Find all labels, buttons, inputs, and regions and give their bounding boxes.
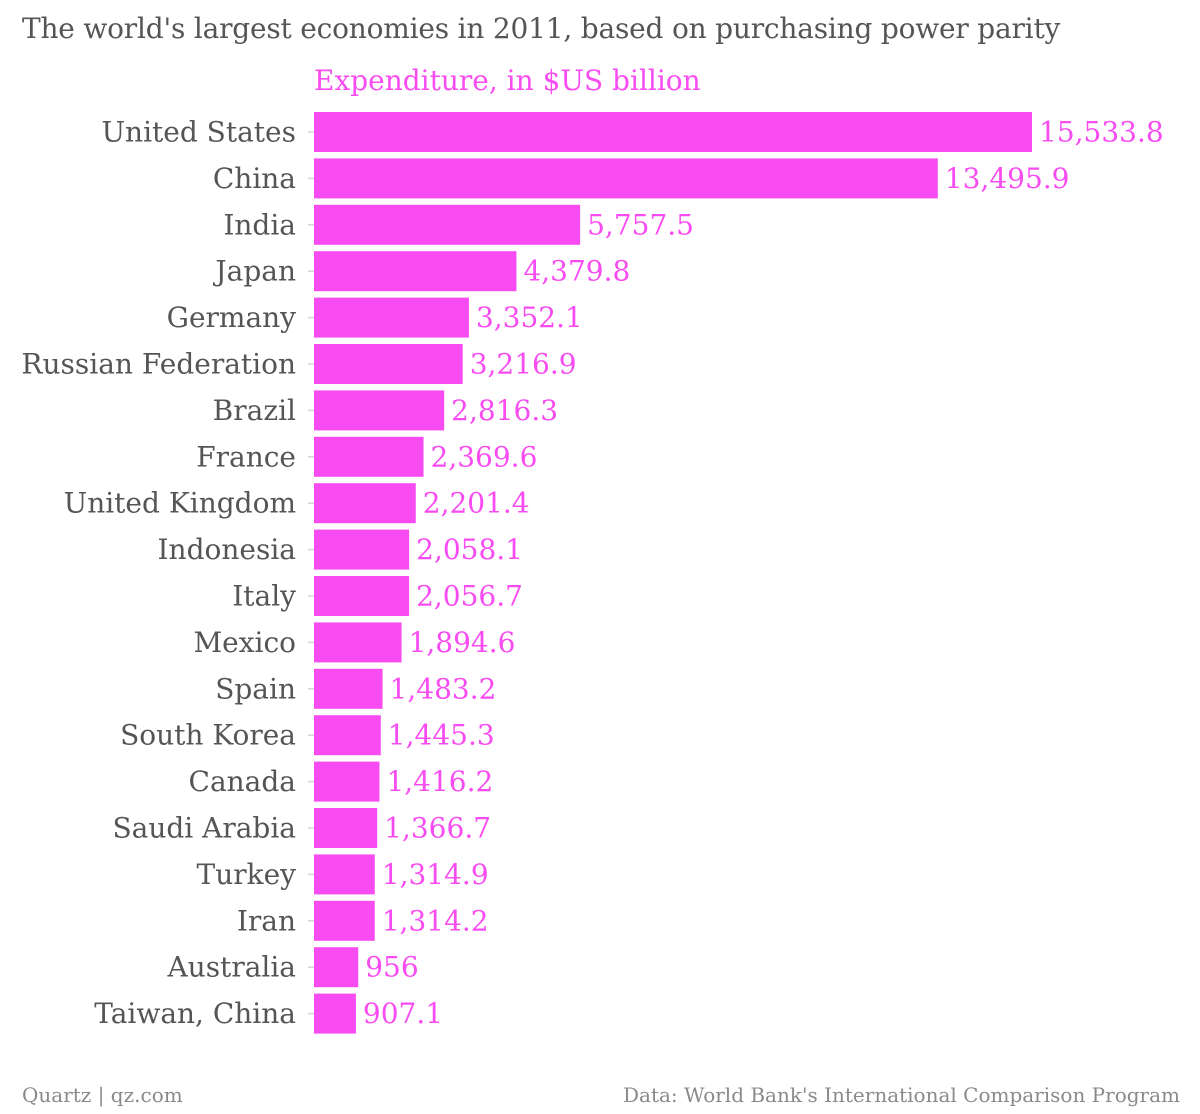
category-label-china: China [213,162,296,195]
value-label-japan: 4,379.8 [523,255,630,288]
value-label-brazil: 2,816.3 [451,394,558,427]
value-label-saudi-arabia: 1,366.7 [384,812,491,845]
value-label-mexico: 1,894.6 [409,626,516,659]
value-label-china: 13,495.9 [945,162,1070,195]
category-label-australia: Australia [166,951,296,984]
value-label-spain: 1,483.2 [390,672,497,705]
value-label-south-korea: 1,445.3 [388,719,495,752]
category-label-mexico: Mexico [193,626,296,659]
category-label-japan: Japan [212,255,296,288]
value-label-france: 2,369.6 [431,440,538,473]
value-label-australia: 956 [365,951,418,984]
chart-title: The world's largest economies in 2011, b… [22,12,1061,45]
bar-spain [314,668,383,709]
bar-turkey [314,854,375,895]
value-label-indonesia: 2,058.1 [416,533,523,566]
category-label-canada: Canada [189,765,296,798]
bar-india [314,204,581,245]
bar-france [314,436,424,477]
category-label-russian-federation: Russian Federation [21,348,296,381]
bar-chart: United States 15,533.8 China 13,495.9 India 5… [21,112,1164,1034]
category-label-italy: Italy [232,580,296,613]
bar-canada [314,761,380,802]
value-label-italy: 2,056.7 [416,580,523,613]
value-label-taiwan-china: 907.1 [363,997,443,1030]
bar-china [314,158,938,199]
bar-japan [314,251,517,292]
category-label-turkey: Turkey [197,858,297,891]
category-label-brazil: Brazil [213,394,296,427]
category-label-germany: Germany [167,301,297,334]
category-label-indonesia: Indonesia [158,533,297,566]
category-label-united-states: United States [101,116,296,149]
category-label-south-korea: South Korea [120,719,296,752]
value-label-united-kingdom: 2,201.4 [423,487,530,520]
category-label-united-kingdom: United Kingdom [64,487,296,520]
bar-united-kingdom [314,483,416,524]
bar-taiwan-china [314,993,356,1034]
value-label-united-states: 15,533.8 [1039,116,1164,149]
bar-south-korea [314,715,381,756]
category-label-iran: Iran [237,904,296,937]
chart-subtitle: Expenditure, in $US billion [314,64,701,97]
footer-data-source: Data: World Bank's International Compari… [622,1083,1180,1107]
bar-iran [314,900,375,941]
bar-italy [314,576,410,616]
category-label-saudi-arabia: Saudi Arabia [112,812,296,845]
value-label-turkey: 1,314.9 [382,858,489,891]
bar-germany [314,297,469,338]
bar-united-states [314,112,1032,152]
category-label-taiwan-china: Taiwan, China [94,997,296,1030]
bar-russian-federation [314,344,463,384]
category-label-spain: Spain [215,672,296,705]
footer-source-credit: Quartz | qz.com [22,1083,183,1107]
bar-australia [314,947,359,988]
value-label-canada: 1,416.2 [386,765,493,798]
value-label-russian-federation: 3,216.9 [470,348,577,381]
category-label-france: France [196,440,296,473]
bar-brazil [314,390,445,431]
value-label-germany: 3,352.1 [476,301,583,334]
bar-indonesia [314,529,410,570]
bar-saudi-arabia [314,808,378,848]
bar-mexico [314,622,402,663]
category-label-india: India [223,208,296,241]
value-label-iran: 1,314.2 [382,904,489,937]
value-label-india: 5,757.5 [587,208,694,241]
